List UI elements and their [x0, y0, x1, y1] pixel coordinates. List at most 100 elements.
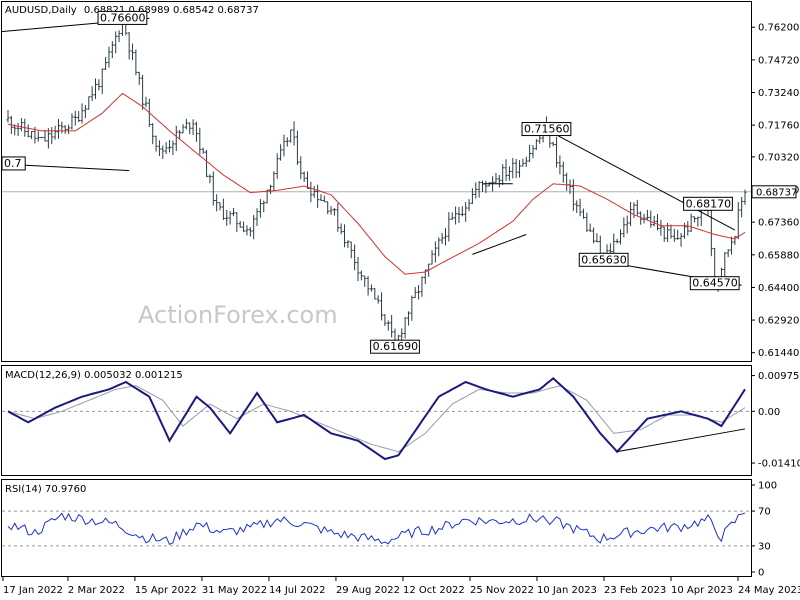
rsi-ytick-label: 0: [758, 568, 764, 579]
price-bar: [689, 213, 693, 232]
price-bar: [383, 314, 387, 326]
price-bar: [635, 199, 639, 216]
xtick-label: 17 Jan 2022: [3, 585, 63, 596]
xtick-label: 25 Nov 2022: [470, 585, 534, 596]
price-bar: [686, 221, 690, 236]
price-bar: [743, 189, 747, 205]
price-annotation: 0.7: [1, 156, 26, 171]
price-bar: [248, 227, 252, 237]
price-bar: [363, 275, 367, 287]
rsi-panel-title: RSI(14) 70.9760: [5, 484, 86, 495]
price-bar: [205, 150, 209, 178]
price-bar: [299, 156, 303, 180]
price-bar: [696, 216, 700, 227]
price-bar: [403, 316, 407, 339]
price-bar: [211, 171, 215, 206]
price-bar: [349, 241, 353, 259]
price-bar: [228, 210, 232, 225]
price-bar: [77, 111, 81, 123]
price-annotation-label: 0.7: [4, 157, 22, 170]
price-annotation: 0.64570: [689, 276, 740, 291]
price-bar: [6, 109, 10, 123]
price-bar: [16, 122, 20, 137]
price-bar: [339, 223, 343, 235]
price-bar: [464, 201, 468, 222]
xtick-label: 29 Aug 2022: [336, 585, 400, 596]
price-bar: [201, 147, 205, 154]
rsi-panel-frame: [1, 479, 752, 577]
price-bar: [477, 181, 481, 198]
watermark: ActionForex.com: [138, 301, 338, 329]
price-bar: [70, 113, 74, 130]
xtick-label: 23 Feb 2023: [604, 585, 666, 596]
price-bar: [127, 32, 131, 60]
price-annotation-box: [1, 156, 26, 171]
price-ytick-label: 0.64400: [758, 283, 799, 294]
axis-layer: 0.762000.747200.732400.717600.703200.688…: [2, 23, 800, 596]
macd-trendline: [617, 428, 746, 453]
price-bar: [73, 110, 77, 126]
price-bar: [262, 200, 266, 213]
price-bar: [87, 96, 91, 110]
price-bar: [322, 195, 326, 203]
price-bar: [639, 211, 643, 225]
price-bar: [400, 328, 404, 342]
price-bar: [161, 145, 165, 159]
price-bar: [272, 171, 276, 191]
moving-average-line: [7, 92, 746, 275]
price-bar: [295, 130, 299, 165]
price-bar: [164, 142, 168, 154]
price-bar: [595, 233, 599, 243]
price-bar: [494, 172, 498, 184]
price-annotation-label: 0.61690: [373, 340, 419, 353]
price-bar: [353, 244, 357, 271]
price-annotation-box: [689, 276, 740, 291]
price-bar: [450, 212, 454, 220]
price-bar: [726, 249, 730, 258]
price-bar: [83, 104, 87, 119]
price-bar: [157, 140, 161, 156]
price-annotation: 0.65630: [578, 252, 629, 267]
price-bar: [672, 228, 676, 242]
rsi-ytick-label: 100: [758, 481, 777, 492]
price-bar: [238, 220, 242, 228]
price-bar: [561, 161, 565, 183]
price-bar: [36, 131, 40, 142]
price-bar: [67, 124, 71, 134]
price-bar: [319, 194, 323, 202]
price-bar: [46, 128, 50, 149]
rsi-ytick-label: 30: [758, 541, 771, 552]
price-bar: [629, 201, 633, 227]
price-bar: [390, 314, 394, 338]
price-bar: [366, 275, 370, 296]
price-bar: [225, 209, 229, 226]
price-bar: [104, 57, 108, 70]
macd-panel-frame: [1, 365, 752, 476]
price-bar: [144, 96, 148, 108]
price-bar: [171, 140, 175, 156]
price-bar: [198, 127, 202, 155]
price-bar: [528, 144, 532, 162]
price-bar: [669, 224, 673, 239]
price-bar: [369, 284, 373, 292]
price-ytick-label: 0.74720: [758, 55, 799, 66]
price-bar: [218, 202, 222, 211]
price-bar: [110, 41, 114, 59]
price-bar: [588, 223, 592, 232]
price-bar: [608, 243, 612, 254]
price-bar: [289, 129, 293, 143]
price-bar: [454, 206, 458, 225]
price-bar: [275, 153, 279, 179]
price-bar: [188, 122, 192, 135]
price-bar: [80, 103, 84, 124]
price-annotation-label: 0.71560: [524, 123, 570, 136]
price-bar: [279, 144, 283, 161]
price-annotation-label: 0.68170: [686, 197, 732, 210]
price-bar: [676, 229, 680, 240]
price-bar: [645, 209, 649, 221]
price-annotation: 0.71560: [521, 122, 572, 137]
price-bar: [13, 124, 17, 136]
price-bar: [134, 49, 138, 76]
price-bar: [649, 210, 653, 228]
price-bar: [460, 206, 464, 217]
